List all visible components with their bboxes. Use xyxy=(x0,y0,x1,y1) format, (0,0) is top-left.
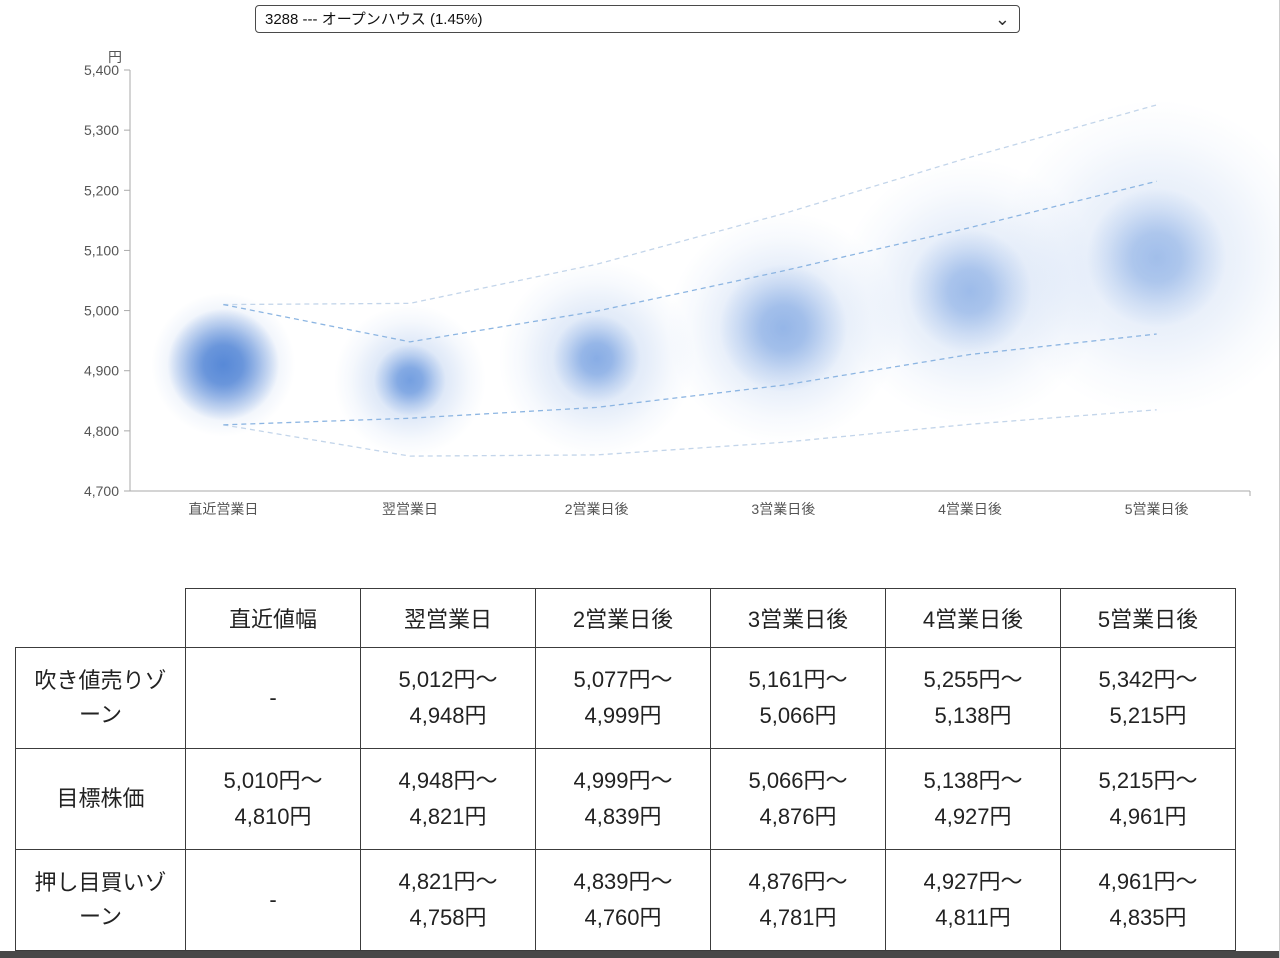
column-header-day5: 5営業日後 xyxy=(1060,588,1236,648)
column-header-recent-range: 直近値幅 xyxy=(185,588,361,648)
table-row-buy-zone: 押し目買いゾーン - 4,821円〜 4,758円 4,839円〜 4,760円… xyxy=(15,849,1236,951)
table-cell: - xyxy=(185,647,361,749)
row-header-sell-zone: 吹き値売りゾーン xyxy=(15,647,186,749)
bubble-core xyxy=(552,314,641,403)
x-tick-label: 4営業日後 xyxy=(938,501,1002,517)
y-tick-label: 5,100 xyxy=(84,242,119,258)
bubble-core xyxy=(1086,187,1227,328)
table-cell: 5,066円〜 4,876円 xyxy=(710,748,886,850)
table-cell: 4,839円〜 4,760円 xyxy=(535,849,711,951)
table-cell: 4,927円〜 4,811円 xyxy=(885,849,1061,951)
bottom-bar xyxy=(0,951,1279,958)
corner-cell xyxy=(16,589,186,648)
y-tick-label: 5,400 xyxy=(84,62,119,78)
row-header-target-price: 目標株価 xyxy=(15,748,186,850)
column-header-next-day: 翌営業日 xyxy=(360,588,536,648)
x-tick-label: 3営業日後 xyxy=(751,501,815,517)
forecast-table: 直近値幅 翌営業日 2営業日後 3営業日後 4営業日後 5営業日後 吹き値売りゾ… xyxy=(15,588,1236,951)
y-tick-label: 4,800 xyxy=(84,423,119,439)
price-chart: 5,400 5,300 5,200 5,100 5,000 4,900 4,800 4,700… xyxy=(84,49,1279,517)
forecast-bubbles xyxy=(151,99,1279,457)
bubble-core xyxy=(719,264,848,393)
y-tick-label: 5,000 xyxy=(84,303,119,319)
y-axis-unit-label: 円 xyxy=(108,49,122,65)
y-tick-label: 5,300 xyxy=(84,122,119,138)
table-cell: 5,010円〜 4,810円 xyxy=(185,748,361,850)
table-cell: 4,999円〜 4,839円 xyxy=(535,748,711,850)
table-cell: 5,012円〜 4,948円 xyxy=(360,647,536,749)
x-tick-label: 翌営業日 xyxy=(382,501,438,517)
row-header-buy-zone: 押し目買いゾーン xyxy=(15,849,186,951)
y-tick-label: 4,900 xyxy=(84,363,119,379)
table-cell: 5,255円〜 5,138円 xyxy=(885,647,1061,749)
column-header-day2: 2営業日後 xyxy=(535,588,711,648)
axes: 5,400 5,300 5,200 5,100 5,000 4,900 4,800 4,700… xyxy=(84,49,1251,517)
y-tick-label: 4,700 xyxy=(84,483,119,499)
y-tick-label: 5,200 xyxy=(84,182,119,198)
stock-selector-wrap: 3288 --- オープンハウス (1.45%) ⌄ xyxy=(255,5,1020,33)
forecast-line-sell_top xyxy=(223,104,1157,306)
table-cell: 4,876円〜 4,781円 xyxy=(710,849,886,951)
stock-selector[interactable]: 3288 --- オープンハウス (1.45%) xyxy=(255,5,1020,33)
table-cell: 5,138円〜 4,927円 xyxy=(885,748,1061,850)
bubble-core xyxy=(374,344,446,417)
table-cell: - xyxy=(185,849,361,951)
bubble-core xyxy=(167,308,280,421)
column-header-day4: 4営業日後 xyxy=(885,588,1061,648)
table-header-row: 直近値幅 翌営業日 2営業日後 3営業日後 4営業日後 5営業日後 xyxy=(16,588,1236,648)
x-tick-label: 2営業日後 xyxy=(565,501,629,517)
table-row-sell-zone: 吹き値売りゾーン - 5,012円〜 4,948円 5,077円〜 4,999円… xyxy=(15,647,1236,749)
forecast-lines xyxy=(223,104,1157,457)
bubble-core xyxy=(908,229,1032,354)
x-tick-label: 5営業日後 xyxy=(1125,501,1189,517)
table-cell: 4,948円〜 4,821円 xyxy=(360,748,536,850)
table-cell: 5,161円〜 5,066円 xyxy=(710,647,886,749)
forecast-line-target_top xyxy=(223,180,1157,343)
table-cell: 5,215円〜 4,961円 xyxy=(1060,748,1236,850)
x-tick-label: 直近営業日 xyxy=(188,501,258,517)
table-row-target-price: 目標株価 5,010円〜 4,810円 4,948円〜 4,821円 4,999… xyxy=(15,748,1236,850)
table-cell: 4,961円〜 4,835円 xyxy=(1060,849,1236,951)
table-cell: 4,821円〜 4,758円 xyxy=(360,849,536,951)
forecast-line-buy_bottom xyxy=(223,409,1157,457)
table-cell: 5,342円〜 5,215円 xyxy=(1060,647,1236,749)
column-header-day3: 3営業日後 xyxy=(710,588,886,648)
table-cell: 5,077円〜 4,999円 xyxy=(535,647,711,749)
forecast-line-target_bottom xyxy=(223,333,1157,426)
